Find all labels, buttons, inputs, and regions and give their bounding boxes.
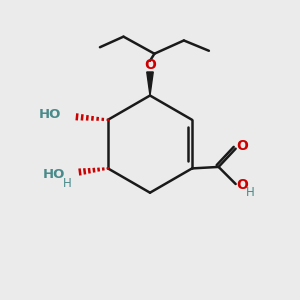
Text: HO: HO [43, 168, 65, 182]
Text: HO: HO [38, 108, 61, 121]
Text: O: O [236, 178, 248, 193]
Text: H: H [63, 177, 72, 190]
Polygon shape [147, 72, 153, 95]
Text: O: O [144, 58, 156, 73]
Text: H: H [246, 186, 255, 199]
Text: O: O [236, 139, 248, 153]
